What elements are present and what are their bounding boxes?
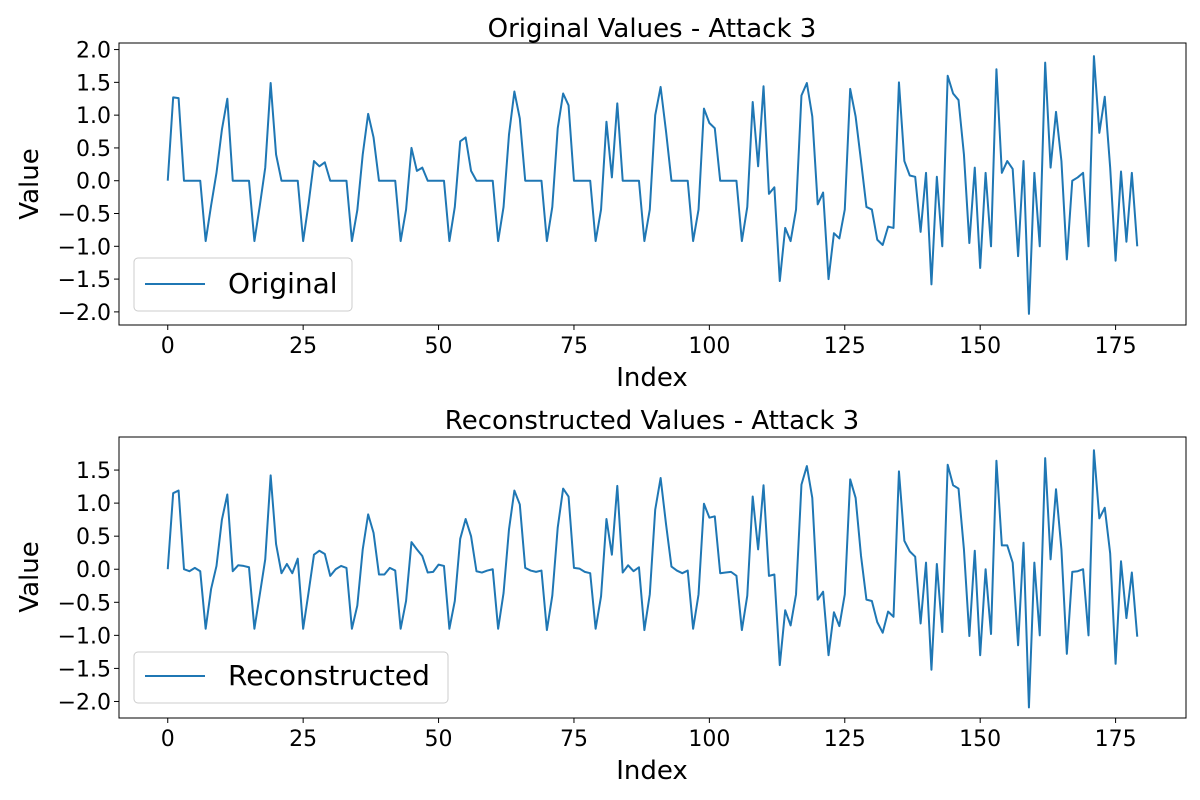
y-tick-label: −0.5 [58, 203, 111, 228]
x-tick-label: 150 [959, 727, 1001, 752]
x-axis-label: Index [616, 756, 688, 786]
legend-box [133, 651, 449, 704]
plot-frame [118, 42, 1187, 326]
y-tick-label: −1.5 [58, 657, 111, 682]
x-tick-label: 150 [959, 334, 1001, 359]
chart-title: Original Values - Attack 3 [488, 14, 817, 44]
axis-ticks: 0 25 50 75 100 125 150 175 2.0 1.5 1.0 0.5 0.0 −0.5 −1… [58, 39, 1137, 359]
series-group [166, 55, 1139, 315]
x-tick-label: 175 [1095, 334, 1137, 359]
x-tick-label: 75 [560, 334, 588, 359]
x-tick-label: 0 [161, 727, 175, 752]
reconstructed-values-panel: Reconstructed Values - Attack 3 0 25 50 75 1… [15, 406, 1187, 786]
x-tick-label: 100 [688, 727, 730, 752]
y-tick-label: −0.5 [58, 591, 111, 616]
y-axis-label: Value [15, 148, 45, 219]
legend: Reconstructed [133, 651, 449, 704]
plot-frame [118, 436, 1187, 719]
x-tick-label: 25 [289, 727, 317, 752]
x-tick-label: 50 [425, 727, 453, 752]
x-axis-label: Index [616, 363, 688, 393]
y-tick-label: −2.0 [58, 301, 111, 326]
series-line-original [166, 55, 1139, 315]
legend-label: Reconstructed [228, 659, 430, 692]
x-tick-label: 125 [824, 727, 866, 752]
series-line-reconstructed [166, 449, 1139, 709]
series-group [166, 449, 1139, 709]
y-tick-label: −1.0 [58, 235, 111, 260]
x-tick-label: 100 [688, 334, 730, 359]
y-tick-label: 1.0 [76, 104, 111, 129]
y-axis-label: Value [15, 541, 45, 612]
y-tick-label: 1.5 [76, 459, 111, 484]
legend: Original [133, 257, 353, 312]
y-tick-label: −1.0 [58, 624, 111, 649]
x-tick-label: 0 [161, 334, 175, 359]
y-tick-label: 0.5 [76, 137, 111, 162]
y-tick-label: −1.5 [58, 268, 111, 293]
x-tick-label: 125 [824, 334, 866, 359]
axis-ticks: 0 25 50 75 100 125 150 175 1.5 1.0 0.5 0.0 −0.5 −1.0 −… [58, 459, 1137, 752]
y-tick-label: 0.5 [76, 525, 111, 550]
chart-title: Reconstructed Values - Attack 3 [445, 406, 859, 436]
y-tick-label: −2.0 [58, 690, 111, 715]
y-tick-label: 2.0 [76, 39, 111, 64]
x-tick-label: 50 [425, 334, 453, 359]
y-tick-label: 0.0 [76, 170, 111, 195]
y-tick-label: 1.5 [76, 71, 111, 96]
x-tick-label: 75 [560, 727, 588, 752]
original-values-panel: Original Values - Attack 3 0 25 50 75 100 125… [15, 14, 1187, 393]
y-tick-label: 0.0 [76, 558, 111, 583]
legend-label: Original [228, 267, 338, 300]
x-tick-label: 175 [1095, 727, 1137, 752]
x-tick-label: 25 [289, 334, 317, 359]
y-tick-label: 1.0 [76, 492, 111, 517]
legend-box [133, 257, 353, 312]
